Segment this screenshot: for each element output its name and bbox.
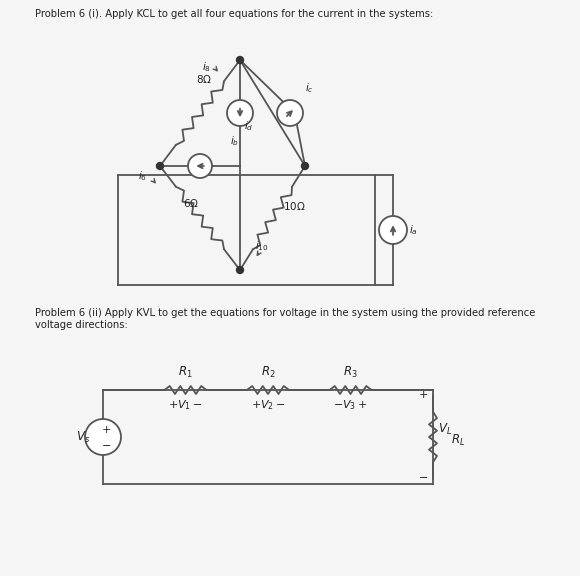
Circle shape bbox=[237, 267, 244, 274]
Text: $V_s$: $V_s$ bbox=[76, 430, 90, 445]
Circle shape bbox=[157, 162, 164, 169]
Text: $-V_3+$: $-V_3+$ bbox=[334, 398, 368, 412]
Text: $i_d$: $i_d$ bbox=[244, 119, 253, 133]
Text: +: + bbox=[418, 390, 427, 400]
Text: $i_8$: $i_8$ bbox=[202, 60, 211, 74]
Text: $+V_2-$: $+V_2-$ bbox=[251, 398, 285, 412]
Circle shape bbox=[188, 154, 212, 178]
Circle shape bbox=[85, 419, 121, 455]
Text: $i_a$: $i_a$ bbox=[409, 223, 418, 237]
Text: $8\Omega$: $8\Omega$ bbox=[196, 73, 212, 85]
Text: $V_L$: $V_L$ bbox=[438, 422, 452, 437]
Circle shape bbox=[237, 56, 244, 63]
Text: $+V_1-$: $+V_1-$ bbox=[168, 398, 203, 412]
Text: $R_2$: $R_2$ bbox=[260, 365, 276, 380]
Text: $-$: $-$ bbox=[101, 439, 111, 449]
Text: $R_1$: $R_1$ bbox=[178, 365, 193, 380]
Text: Problem 6 (ii) Apply KVL to get the equations for voltage in the system using th: Problem 6 (ii) Apply KVL to get the equa… bbox=[35, 308, 535, 329]
Text: $-$: $-$ bbox=[418, 471, 428, 481]
Text: $R_L$: $R_L$ bbox=[451, 433, 465, 448]
Text: $i_{10}$: $i_{10}$ bbox=[255, 239, 269, 253]
Text: $R_3$: $R_3$ bbox=[343, 365, 358, 380]
Circle shape bbox=[379, 216, 407, 244]
Text: Problem 6 (i). Apply KCL to get all four equations for the current in the system: Problem 6 (i). Apply KCL to get all four… bbox=[35, 9, 433, 19]
Text: +: + bbox=[102, 425, 111, 435]
Circle shape bbox=[302, 162, 309, 169]
Text: $i_c$: $i_c$ bbox=[305, 81, 314, 95]
Text: $i_b$: $i_b$ bbox=[230, 134, 239, 148]
Circle shape bbox=[227, 100, 253, 126]
Circle shape bbox=[277, 100, 303, 126]
Text: $10\Omega$: $10\Omega$ bbox=[283, 200, 306, 212]
Text: $6\Omega$: $6\Omega$ bbox=[183, 197, 199, 209]
Text: $i_6$: $i_6$ bbox=[138, 169, 147, 183]
